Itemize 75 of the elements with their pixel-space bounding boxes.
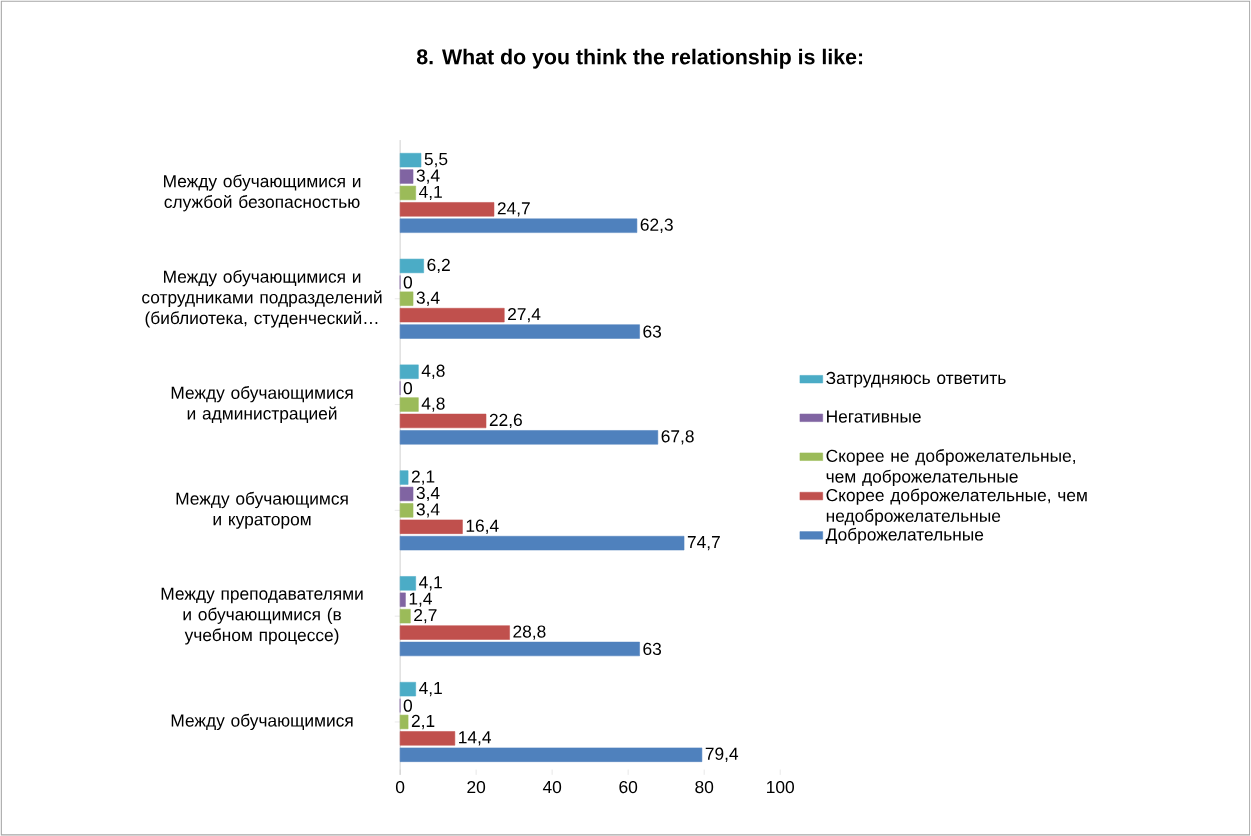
bar (399, 291, 414, 306)
bar (399, 185, 416, 200)
bar (399, 307, 505, 323)
data-label: 28,8 (513, 625, 546, 640)
bar (399, 608, 411, 624)
bar (399, 731, 456, 746)
data-label: 3,4 (416, 503, 440, 518)
data-label: 4,8 (421, 397, 445, 412)
x-tick-label: 0 (395, 780, 405, 794)
y-tick-label: Между обучающимся и куратором (176, 491, 348, 529)
y-tick-label: Между преподавателями и обучающимися (в учебном процессе) (161, 587, 363, 645)
data-label: 2,1 (411, 470, 435, 485)
bar (399, 258, 424, 273)
bar (399, 169, 414, 184)
data-label: 62,3 (640, 218, 673, 233)
bar (399, 714, 409, 729)
data-label: 63 (643, 325, 662, 338)
data-label: 0 (403, 276, 413, 289)
legend-label: Негативные (827, 410, 921, 423)
x-tick-label: 20 (467, 780, 486, 794)
bar (399, 430, 659, 445)
bar (399, 152, 422, 168)
data-label: 3,4 (416, 291, 440, 306)
data-label: 4,1 (419, 185, 442, 200)
bar (399, 535, 685, 551)
legend-label: Затрудняюсь ответить (826, 371, 1006, 388)
bar (399, 218, 638, 233)
bar (399, 324, 640, 339)
data-label: 3,4 (416, 169, 440, 184)
bar (399, 397, 419, 412)
data-label: 2,7 (414, 608, 437, 624)
legend-label: Доброжелательные (825, 527, 984, 544)
data-label: 27,4 (508, 307, 541, 323)
bar (399, 641, 640, 656)
data-label: 1,4 (409, 592, 432, 607)
bar (399, 625, 510, 640)
data-label: 2,1 (411, 714, 435, 730)
bar (399, 364, 419, 379)
bar (399, 576, 416, 591)
bar (399, 747, 703, 762)
bar (399, 486, 414, 501)
bar (399, 413, 487, 428)
data-label: 67,8 (661, 430, 694, 445)
data-label: 0 (403, 699, 413, 712)
legend-label: Скорее не доброжелательные, чем доброжелательные (826, 448, 1075, 486)
data-label: 5,5 (424, 152, 448, 168)
data-label: 4,8 (421, 364, 445, 379)
y-tick-label: Между обучающимися и администрацией (171, 385, 353, 423)
data-label: 79,4 (705, 747, 739, 762)
y-tick-label: Между обучающимися и службой безопасностью (164, 174, 361, 212)
legend-label: Скорее доброжелательные, чем недоброжелательные (826, 488, 1087, 526)
bar (399, 592, 406, 607)
chart-title: 8. What do you think the relationship is like: (416, 48, 863, 69)
data-label: 14,4 (459, 731, 492, 746)
x-tick-label: 60 (619, 780, 638, 794)
data-label: 4,1 (419, 681, 442, 697)
data-label: 22,6 (489, 413, 522, 428)
x-tick-label: 100 (767, 780, 794, 794)
bar (399, 519, 463, 534)
x-tick-label: 40 (542, 780, 562, 794)
bar (399, 470, 409, 485)
bar (399, 503, 414, 518)
data-label: 24,7 (497, 202, 530, 217)
data-label: 4,1 (419, 576, 442, 591)
bar (399, 681, 416, 697)
data-label: 16,4 (466, 519, 499, 534)
data-label: 6,2 (427, 258, 450, 273)
bar (399, 202, 495, 217)
data-label: 63 (643, 642, 662, 655)
y-tick-label: Между обучающимися (171, 713, 353, 731)
x-tick-label: 80 (695, 780, 714, 794)
data-label: 74,7 (687, 535, 720, 551)
data-label: 3,4 (416, 486, 440, 502)
data-label: 0 (403, 381, 413, 395)
y-tick-label: Между обучающимися и сотрудниками подразделений (библиотека, студенческий… (142, 269, 382, 328)
